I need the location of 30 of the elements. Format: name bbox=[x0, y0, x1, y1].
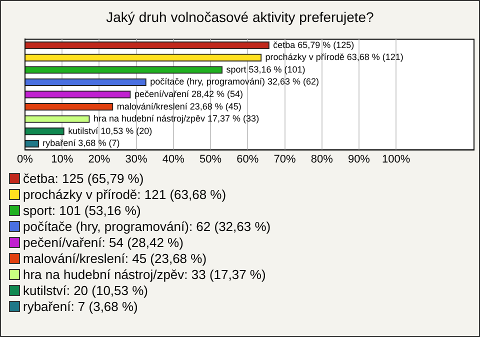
data-label: počítače (hry, programování) 32,63 % (62) bbox=[150, 76, 320, 87]
x-tick-label: 70% bbox=[274, 153, 296, 166]
data-label: pečení/vaření 28,42 % (54) bbox=[134, 88, 244, 99]
data-label: malování/kreslení 23,68 % (45) bbox=[116, 101, 242, 112]
data-label: kutilství 10,53 % (20) bbox=[68, 126, 152, 136]
legend-label: pečení/vaření: 54 (28,42 %) bbox=[22, 235, 184, 251]
x-tick-label: 100% bbox=[382, 153, 410, 166]
x-tick-label: 80% bbox=[310, 153, 334, 166]
legend-label: sport: 101 (53,16 %) bbox=[22, 203, 142, 219]
x-tick-label: 90% bbox=[348, 153, 370, 166]
x-tick-label: 0% bbox=[17, 153, 34, 166]
x-tick-label: 10% bbox=[51, 153, 74, 166]
legend-label: četba: 125 (65,79 %) bbox=[22, 171, 145, 187]
data-label: sport 53,16 % (101) bbox=[226, 64, 306, 74]
legend-label: malování/kreslení: 45 (23,68 %) bbox=[22, 251, 208, 267]
x-tick-label: 20% bbox=[88, 153, 110, 166]
x-tick-label: 30% bbox=[125, 153, 148, 166]
x-tick-label: 60% bbox=[236, 153, 259, 166]
legend-label: počítače (hry, programování): 62 (32,63 %) bbox=[22, 219, 271, 235]
chart-title: Jaký druh volnočasové aktivity preferujete? bbox=[105, 9, 375, 25]
data-label: procházky v přírodě 63,68 % (121) bbox=[265, 52, 404, 62]
legend-label: rybaření: 7 (3,68 %) bbox=[22, 299, 139, 315]
x-tick-label: 40% bbox=[162, 153, 185, 166]
legend-label: procházky v přírodě: 121 (63,68 %) bbox=[22, 187, 228, 203]
data-label: četba 65,79 % (125) bbox=[273, 40, 354, 50]
legend-label: kutilství: 20 (10,53 %) bbox=[22, 283, 149, 299]
data-label: rybaření 3,68 % (7) bbox=[42, 138, 120, 148]
data-label: hra na hudební nástroj/zpěv 17,37 % (33) bbox=[93, 114, 260, 124]
x-tick-label: 50% bbox=[200, 153, 222, 166]
legend-label: hra na hudební nástroj/zpěv: 33 (17,37 %) bbox=[22, 267, 267, 283]
